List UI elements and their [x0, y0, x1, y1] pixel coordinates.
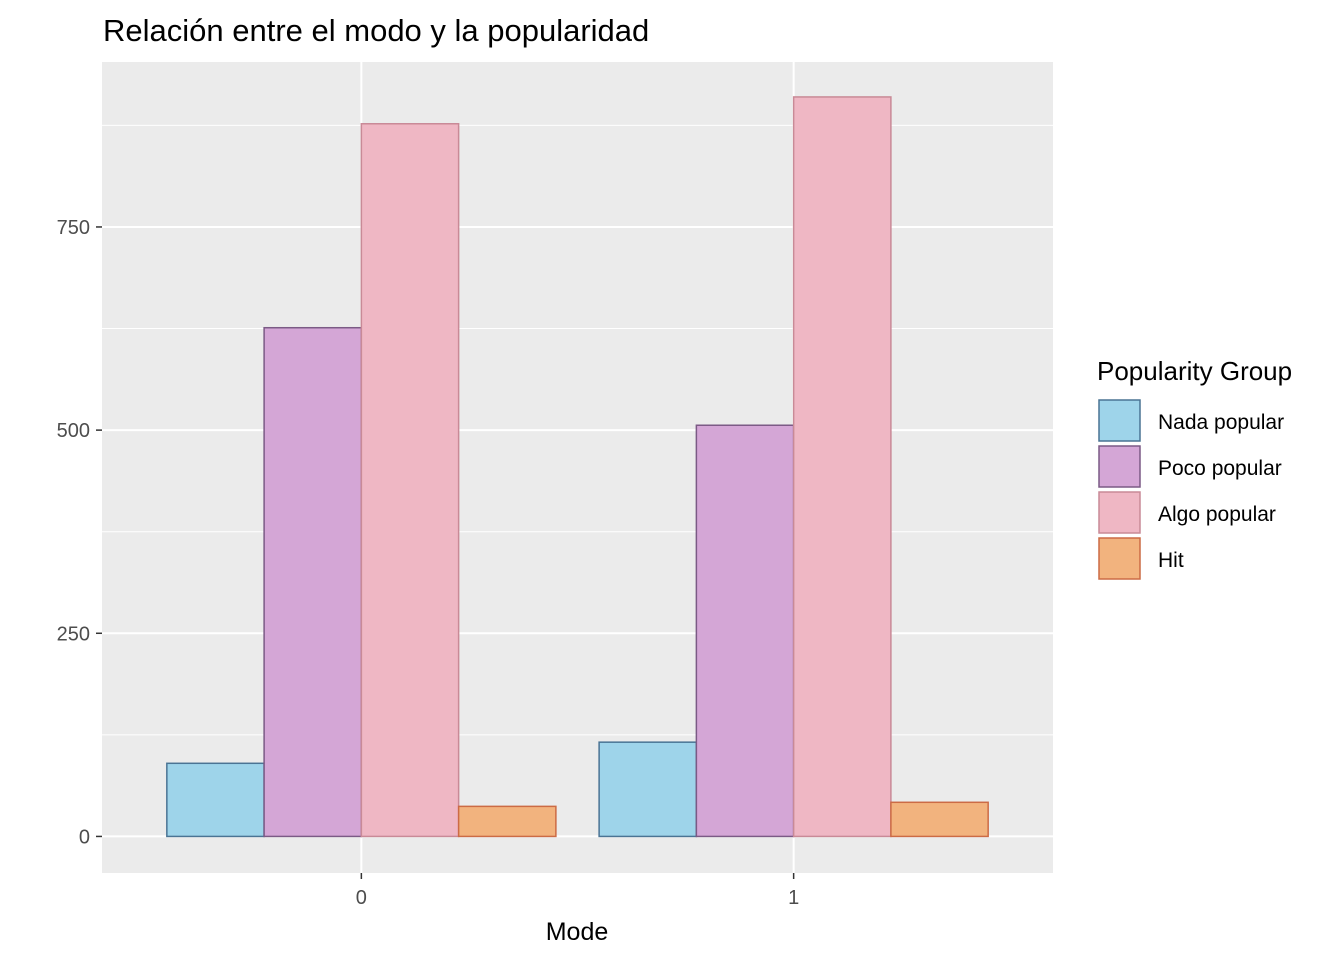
bar-hit-mode-0	[457, 805, 557, 838]
bar-hit-mode-1	[890, 801, 989, 838]
x-tick-label: 1	[788, 887, 799, 909]
bar-algo-popular-mode-0	[360, 123, 460, 838]
legend-title: Popularity Group	[1097, 356, 1292, 386]
x-axis-title: Mode	[546, 918, 609, 946]
y-axis: 0 250 500 750	[57, 217, 102, 848]
legend-label: Poco popular	[1158, 457, 1282, 480]
legend: Popularity Group Nada popular Poco popula…	[1097, 356, 1292, 580]
x-tick-label: 0	[356, 887, 367, 909]
bars	[166, 96, 989, 838]
y-tick-label: 500	[57, 420, 90, 442]
legend-label: Algo popular	[1158, 503, 1276, 526]
bar-nada-popular-mode-1	[598, 741, 698, 838]
y-tick-label: 250	[57, 623, 90, 645]
legend-key-nada-popular	[1098, 399, 1141, 442]
bar-poco-popular-mode-1	[695, 424, 795, 838]
bar-algo-popular-mode-1	[792, 96, 892, 838]
bar-poco-popular-mode-0	[263, 326, 363, 838]
chart-title: Relación entre el modo y la popularidad	[103, 13, 649, 48]
plot-panel	[102, 62, 1053, 873]
bar-nada-popular-mode-0	[166, 762, 265, 838]
legend-key-poco-popular	[1098, 445, 1141, 488]
legend-label: Hit	[1158, 549, 1184, 572]
legend-key-hit	[1098, 537, 1141, 580]
y-tick-label: 750	[57, 217, 90, 239]
legend-key-algo-popular	[1098, 491, 1141, 534]
y-tick-label: 0	[79, 826, 90, 848]
legend-label: Nada popular	[1158, 411, 1284, 434]
